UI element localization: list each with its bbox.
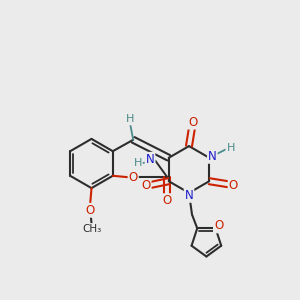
Text: H: H [226, 143, 235, 153]
Text: N: N [146, 153, 154, 166]
Text: O: O [141, 179, 151, 192]
Text: N: N [208, 150, 217, 163]
Text: O: O [85, 204, 94, 217]
Text: O: O [214, 219, 223, 232]
Text: O: O [163, 194, 172, 207]
Text: H: H [134, 158, 142, 168]
Text: CH₃: CH₃ [83, 224, 102, 234]
Text: O: O [188, 116, 197, 129]
Text: O: O [129, 171, 138, 184]
Text: H: H [126, 114, 134, 124]
Text: O: O [229, 178, 238, 192]
Text: N: N [184, 189, 194, 202]
